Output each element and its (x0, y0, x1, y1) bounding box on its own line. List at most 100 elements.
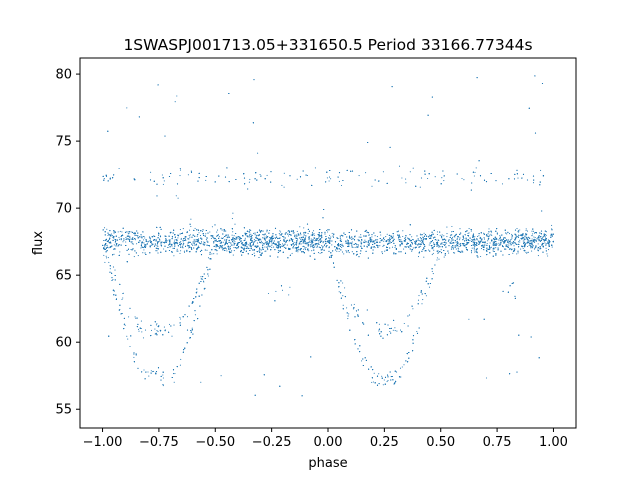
data-point (232, 212, 234, 214)
data-point (136, 234, 138, 236)
data-point (346, 236, 348, 238)
data-point (321, 245, 323, 247)
data-point (127, 338, 129, 340)
data-point (383, 239, 385, 241)
data-point (533, 238, 535, 240)
data-point (428, 234, 430, 236)
data-point (431, 254, 433, 256)
data-point (247, 244, 249, 246)
data-point (175, 195, 177, 197)
data-point (254, 240, 256, 242)
data-point (119, 230, 121, 232)
data-point (502, 240, 504, 242)
data-point (463, 179, 465, 181)
data-point (496, 243, 498, 245)
data-point (377, 239, 379, 241)
data-point (310, 238, 312, 240)
data-point (543, 239, 545, 241)
data-point (232, 239, 234, 241)
data-point (436, 259, 438, 261)
data-point (339, 237, 341, 239)
data-point (350, 238, 353, 240)
data-point (273, 246, 275, 248)
data-point (546, 253, 548, 255)
data-point (328, 176, 331, 178)
data-point (198, 238, 200, 240)
data-point (315, 239, 317, 241)
data-point (396, 231, 398, 233)
data-point (492, 250, 494, 252)
data-point (545, 234, 547, 236)
data-point (474, 251, 476, 253)
data-point (162, 377, 164, 379)
data-point (223, 230, 225, 232)
data-point (140, 234, 142, 236)
data-point (451, 239, 453, 241)
data-point (347, 318, 349, 320)
data-point (195, 238, 197, 241)
data-point (407, 245, 409, 247)
data-point (282, 245, 284, 247)
data-point (383, 240, 385, 242)
data-point (534, 247, 536, 249)
data-point (331, 232, 333, 234)
data-point (309, 244, 311, 246)
data-point (443, 180, 445, 182)
data-point (179, 364, 181, 366)
data-point (121, 231, 123, 233)
data-point (496, 232, 498, 234)
data-point (271, 246, 273, 248)
data-point (456, 243, 458, 245)
data-point (468, 228, 470, 230)
data-point (486, 242, 488, 245)
data-point (260, 239, 262, 241)
data-point (271, 243, 273, 245)
data-point (378, 323, 380, 325)
data-point (545, 247, 547, 249)
data-point (177, 197, 179, 199)
data-point (512, 252, 514, 254)
data-point (351, 241, 353, 243)
data-point (420, 234, 422, 236)
data-point (141, 331, 143, 333)
data-point (319, 252, 321, 254)
data-point (230, 244, 232, 246)
data-point (394, 327, 396, 329)
data-point (172, 247, 174, 249)
data-point (274, 237, 276, 239)
data-point (125, 241, 127, 243)
data-point (217, 233, 219, 236)
data-point (225, 239, 228, 241)
data-point (191, 327, 193, 329)
data-point (210, 237, 212, 239)
data-point (163, 248, 165, 250)
data-point (428, 286, 431, 288)
data-point (133, 232, 135, 234)
data-point (305, 246, 307, 249)
data-point (157, 241, 159, 243)
data-point (519, 239, 521, 241)
data-point (108, 233, 110, 235)
data-point (332, 236, 335, 239)
data-point (389, 330, 391, 333)
data-point (422, 299, 424, 301)
data-point (264, 236, 266, 238)
data-point (456, 240, 459, 242)
data-point (317, 252, 320, 254)
data-point (140, 320, 142, 322)
data-point (198, 232, 200, 234)
data-point (442, 243, 444, 246)
data-point (310, 234, 312, 236)
data-point (385, 249, 387, 251)
data-point (359, 253, 361, 255)
data-point (190, 170, 192, 172)
data-point (458, 245, 460, 248)
data-point (373, 372, 375, 374)
data-point (216, 235, 218, 237)
data-point (105, 255, 107, 257)
data-point (541, 237, 543, 239)
data-point (394, 330, 396, 332)
data-point (341, 243, 343, 245)
data-point (371, 236, 373, 238)
